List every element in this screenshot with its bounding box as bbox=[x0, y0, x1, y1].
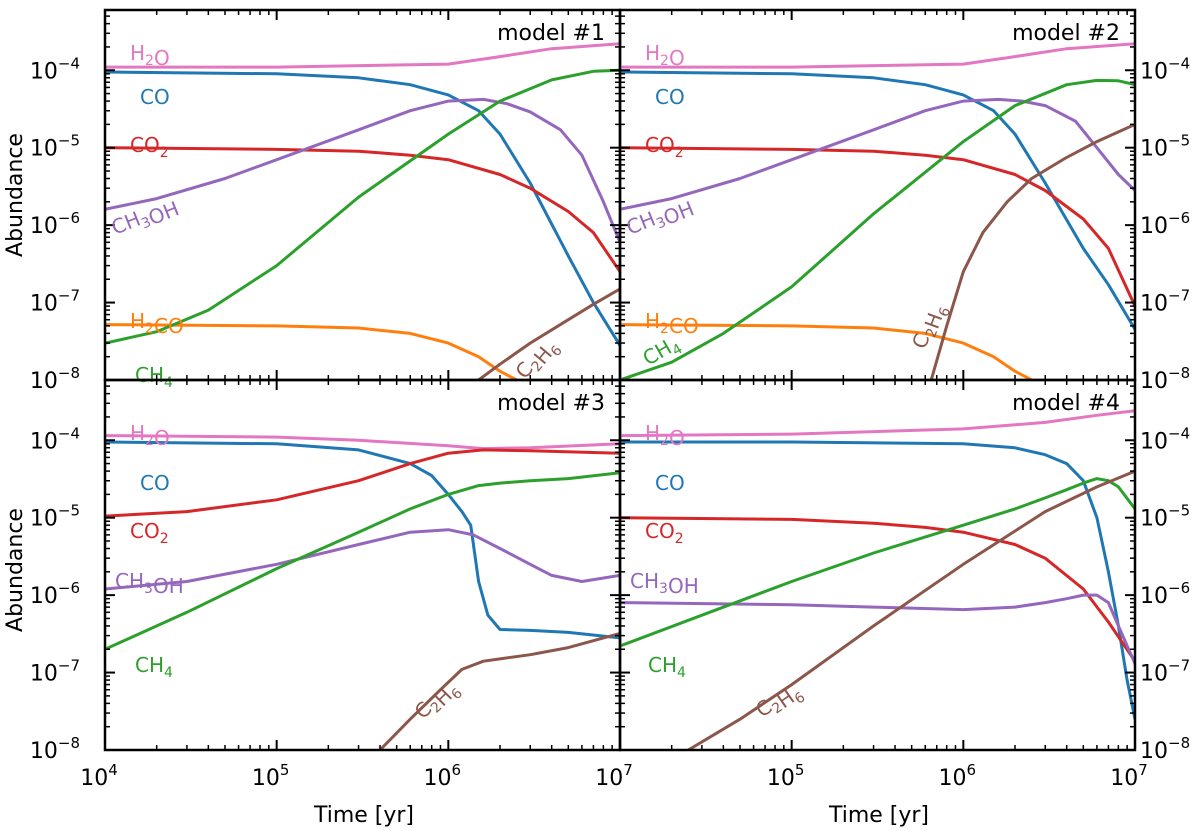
y-tick-label-right: 10−4 bbox=[1140, 424, 1190, 454]
series-line-c2h6 bbox=[477, 287, 620, 380]
y-tick-label-right: 10−7 bbox=[1140, 657, 1190, 687]
series-label-co2: CO2 bbox=[130, 519, 169, 547]
series-label-h2o: H2O bbox=[130, 421, 170, 450]
series-line-co2 bbox=[620, 146, 1135, 308]
series-line-h2o bbox=[105, 42, 620, 69]
panel-3: model #3 H2O CO CO2 CH3OH CH4 C2H6 bbox=[103, 378, 622, 752]
series-label-ch4: CH4 bbox=[135, 363, 173, 391]
y-tick-label-right: 10−6 bbox=[1140, 579, 1190, 609]
x-axis-label-right: Time [yr] bbox=[828, 803, 929, 828]
series-line-ch3oh bbox=[620, 593, 1135, 666]
series-line-h2o bbox=[620, 409, 1135, 438]
series-label-ch3oh: CH3OH bbox=[630, 569, 699, 598]
y-tick-label-left: 10−4 bbox=[30, 54, 80, 84]
y-tick-label-left: 10−4 bbox=[30, 424, 80, 454]
series-line-co bbox=[105, 70, 620, 347]
x-tick-label: 107 bbox=[595, 761, 633, 791]
series-group bbox=[620, 409, 1135, 750]
y-tick-label-left: 10−8 bbox=[30, 364, 80, 394]
tick-marks bbox=[619, 9, 1136, 381]
series-label-ch3oh: CH3OH bbox=[623, 192, 698, 245]
panel-4: model #4 H2O CO CO2 CH3OH CH4 C2H6 bbox=[618, 378, 1137, 752]
y-tick-label-right: 10−7 bbox=[1140, 287, 1190, 317]
series-line-ch3oh bbox=[105, 97, 620, 244]
x-tick-label: 106 bbox=[424, 761, 462, 791]
series-line-h2co bbox=[105, 323, 519, 380]
series-line-ch4 bbox=[620, 477, 1135, 648]
series-label-c2h6: C2H6 bbox=[410, 673, 467, 730]
x-tick-label: 106 bbox=[939, 761, 977, 791]
series-label-co: CO bbox=[655, 471, 685, 495]
x-tick-label: 107 bbox=[1110, 761, 1148, 791]
y-tick-label-left: 10−5 bbox=[30, 132, 80, 162]
x-tick-label: 105 bbox=[252, 761, 290, 791]
tick-labels: 10−8 10−8 10−7 10−7 10−6 10−6 10−5 10−5 10−4 10−4… bbox=[30, 54, 1190, 791]
panel-title: model #2 bbox=[1012, 21, 1120, 46]
series-line-ch3oh bbox=[620, 97, 1135, 211]
x-tick-label: 104 bbox=[80, 761, 118, 791]
series-label-h2o: H2O bbox=[645, 41, 685, 70]
series-label-co: CO bbox=[140, 471, 170, 495]
tick-marks bbox=[619, 379, 1136, 751]
y-tick-label-right: 10−8 bbox=[1140, 364, 1190, 394]
panel-frame bbox=[618, 378, 1137, 752]
series-group bbox=[105, 434, 620, 750]
series-line-ch3oh bbox=[105, 528, 620, 591]
series-label-ch3oh: CH3OH bbox=[115, 569, 184, 598]
x-axis-label-left: Time [yr] bbox=[313, 803, 414, 828]
x-tick-label: 105 bbox=[767, 761, 805, 791]
y-tick-label-left: 10−7 bbox=[30, 657, 80, 687]
y-tick-label-right: 10−8 bbox=[1140, 734, 1190, 764]
y-tick-label-left: 10−6 bbox=[30, 209, 80, 239]
series-line-ch4 bbox=[105, 68, 620, 345]
panels-layer: model #1 H2O CO CO2 CH3OH H2CO CH4 C2H6 model #2… bbox=[30, 8, 1190, 791]
series-line-co bbox=[105, 440, 620, 640]
series-label-ch4: CH4 bbox=[648, 653, 686, 681]
y-tick-label-left: 10−7 bbox=[30, 287, 80, 317]
y-tick-label-right: 10−5 bbox=[1140, 132, 1190, 162]
series-line-h2o bbox=[620, 42, 1135, 69]
series-label-co: CO bbox=[655, 85, 685, 109]
y-tick-label-left: 10−8 bbox=[30, 734, 80, 764]
y-axis-label-top: Abundance bbox=[3, 133, 28, 257]
series-label-h2co: H2CO bbox=[645, 309, 699, 338]
series-line-co2 bbox=[105, 146, 620, 274]
series-label-co2: CO2 bbox=[130, 133, 169, 161]
series-line-co2 bbox=[620, 516, 1135, 663]
series-line-c2h6 bbox=[378, 631, 620, 750]
series-label-h2o: H2O bbox=[645, 421, 685, 450]
series-line-c2h6 bbox=[686, 469, 1135, 750]
series-line-ch4 bbox=[620, 78, 1135, 380]
series-line-co2 bbox=[105, 448, 620, 518]
y-tick-label-left: 10−5 bbox=[30, 502, 80, 532]
series-label-h2o: H2O bbox=[130, 41, 170, 70]
series-label-ch4: CH4 bbox=[135, 653, 173, 681]
panel-title: model #1 bbox=[497, 21, 605, 46]
series-label-co2: CO2 bbox=[645, 519, 684, 547]
panel-title: model #4 bbox=[1012, 391, 1120, 416]
series-group bbox=[105, 42, 620, 380]
panel-title: model #3 bbox=[497, 391, 605, 416]
y-axis-label-bottom: Abundance bbox=[3, 508, 28, 632]
series-label-co2: CO2 bbox=[645, 133, 684, 161]
series-group bbox=[620, 42, 1135, 380]
series-label-h2co: H2CO bbox=[130, 309, 184, 338]
series-line-ch4 bbox=[105, 471, 620, 651]
series-label-c2h6: C2H6 bbox=[751, 676, 808, 730]
series-line-h2o bbox=[105, 434, 620, 451]
series-label-co: CO bbox=[140, 85, 170, 109]
y-tick-label-right: 10−4 bbox=[1140, 54, 1190, 84]
series-line-co bbox=[620, 440, 1135, 721]
y-tick-label-right: 10−6 bbox=[1140, 209, 1190, 239]
series-line-co bbox=[620, 70, 1135, 331]
y-tick-label-left: 10−6 bbox=[30, 579, 80, 609]
series-line-c2h6 bbox=[929, 122, 1135, 380]
y-tick-label-right: 10−5 bbox=[1140, 502, 1190, 532]
